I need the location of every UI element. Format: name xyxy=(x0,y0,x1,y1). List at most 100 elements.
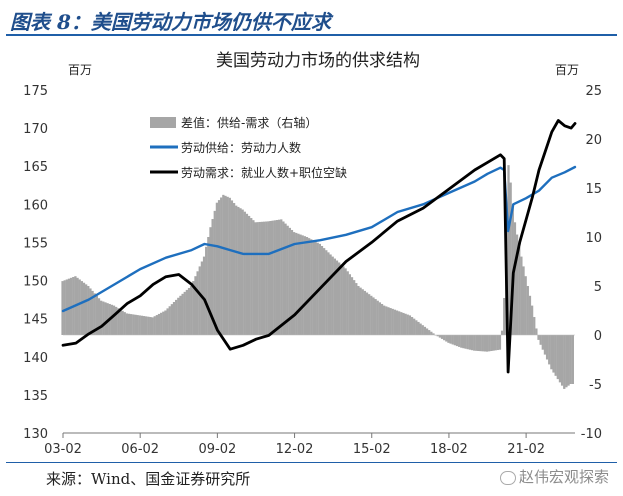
gap-bar xyxy=(241,209,244,335)
source-note: 来源：Wind、国金证券研究所 xyxy=(46,470,251,488)
gap-bar xyxy=(91,290,94,335)
right-tick-label: -5 xyxy=(589,378,602,393)
left-tick-label: 155 xyxy=(23,236,48,251)
gap-bar xyxy=(455,335,459,347)
gap-bar xyxy=(273,220,276,335)
gap-bar xyxy=(312,240,315,335)
gap-bar xyxy=(181,293,184,335)
gap-bar xyxy=(230,200,234,335)
gap-bar xyxy=(166,308,169,335)
wechat-icon xyxy=(500,470,516,485)
gap-bar xyxy=(530,305,534,335)
gap-bar xyxy=(333,258,336,335)
gap-bar xyxy=(556,335,559,380)
gap-bar xyxy=(453,335,457,346)
gap-bar xyxy=(425,328,429,335)
gap-bar xyxy=(404,313,407,335)
gap-bar xyxy=(550,335,553,370)
gap-bar xyxy=(125,313,129,335)
gap-bar xyxy=(327,252,330,335)
left-tick-label: 140 xyxy=(23,351,48,366)
gap-bar xyxy=(275,220,279,335)
gap-bar xyxy=(449,335,452,344)
gap-bar xyxy=(142,316,146,335)
gap-bar xyxy=(389,308,392,335)
x-tick-label: 06-02 xyxy=(121,442,159,457)
gap-bar xyxy=(387,307,390,335)
gap-bar xyxy=(391,308,394,335)
gap-bar xyxy=(211,219,214,335)
plot-area: 130 135 140 145 150 155 160 165 170 175 -10 -5 0 5 10 1… xyxy=(23,84,602,457)
gap-bar xyxy=(87,286,90,335)
gap-bar xyxy=(548,335,551,365)
gap-bar xyxy=(541,335,544,350)
gap-bar xyxy=(198,266,201,335)
gap-bar xyxy=(380,303,384,335)
gap-bar xyxy=(413,318,416,335)
gap-bar xyxy=(402,312,405,335)
gap-bar xyxy=(288,227,291,335)
gap-bar xyxy=(485,335,489,352)
gap-bar xyxy=(520,256,523,335)
left-tick-label: 135 xyxy=(23,389,48,404)
gap-bar xyxy=(121,310,124,335)
gap-bar xyxy=(217,200,221,335)
gap-bar xyxy=(119,309,122,335)
gap-bar xyxy=(539,335,542,345)
gap-bar xyxy=(445,335,448,342)
gap-bar xyxy=(492,335,495,351)
gap-bar xyxy=(247,215,251,335)
gap-bar xyxy=(284,223,287,335)
right-tick-label: -10 xyxy=(581,427,602,442)
gap-bar xyxy=(535,328,538,335)
gap-bar xyxy=(196,271,199,335)
gap-bar xyxy=(239,208,242,335)
figure-heading: 图表 8：美国劳动力市场仍供不应求 xyxy=(6,6,617,36)
gap-bar xyxy=(398,311,401,335)
gap-bar xyxy=(466,335,469,350)
gap-bar xyxy=(224,195,227,335)
gap-bar xyxy=(310,239,313,335)
gap-bar xyxy=(509,182,512,335)
gap-bar xyxy=(305,237,309,335)
gap-bar xyxy=(385,306,388,335)
gap-bar xyxy=(558,335,562,383)
gap-bar xyxy=(462,335,465,349)
gap-bar xyxy=(222,194,225,335)
gap-series-bars xyxy=(61,165,574,389)
gap-bar xyxy=(477,335,480,352)
gap-bar xyxy=(533,317,536,335)
gap-bar xyxy=(97,298,101,335)
gap-bar xyxy=(252,220,255,335)
gap-bar xyxy=(430,331,433,335)
left-tick-label: 175 xyxy=(23,84,48,99)
gap-bar xyxy=(526,286,529,335)
gap-bar xyxy=(440,335,444,339)
gap-bar xyxy=(352,280,356,335)
x-tick-label: 15-02 xyxy=(353,442,391,457)
gap-bar xyxy=(468,335,472,350)
gap-bar xyxy=(569,335,572,384)
watermark-text: 赵伟宏观探索 xyxy=(519,468,610,486)
gap-bar xyxy=(256,222,259,335)
gap-bar xyxy=(179,295,182,335)
left-tick-label: 160 xyxy=(23,198,48,213)
left-tick-label: 165 xyxy=(23,160,48,175)
gap-bar xyxy=(127,313,131,335)
gap-bar xyxy=(322,248,326,335)
x-tick-label: 03-02 xyxy=(44,442,82,457)
gap-bar xyxy=(483,335,487,352)
gap-bar xyxy=(102,301,105,335)
gap-bar xyxy=(447,335,450,343)
gap-bar xyxy=(415,320,418,335)
gap-bar xyxy=(286,225,289,335)
gap-bar xyxy=(370,295,373,335)
gap-bar xyxy=(282,221,285,335)
gap-bar xyxy=(265,221,268,335)
gap-bar xyxy=(61,281,64,335)
gap-bar xyxy=(262,221,266,335)
gap-bar xyxy=(359,287,362,335)
gap-bar xyxy=(316,242,319,335)
left-axis-unit: 百万 xyxy=(68,63,92,77)
gap-bar xyxy=(432,333,435,335)
